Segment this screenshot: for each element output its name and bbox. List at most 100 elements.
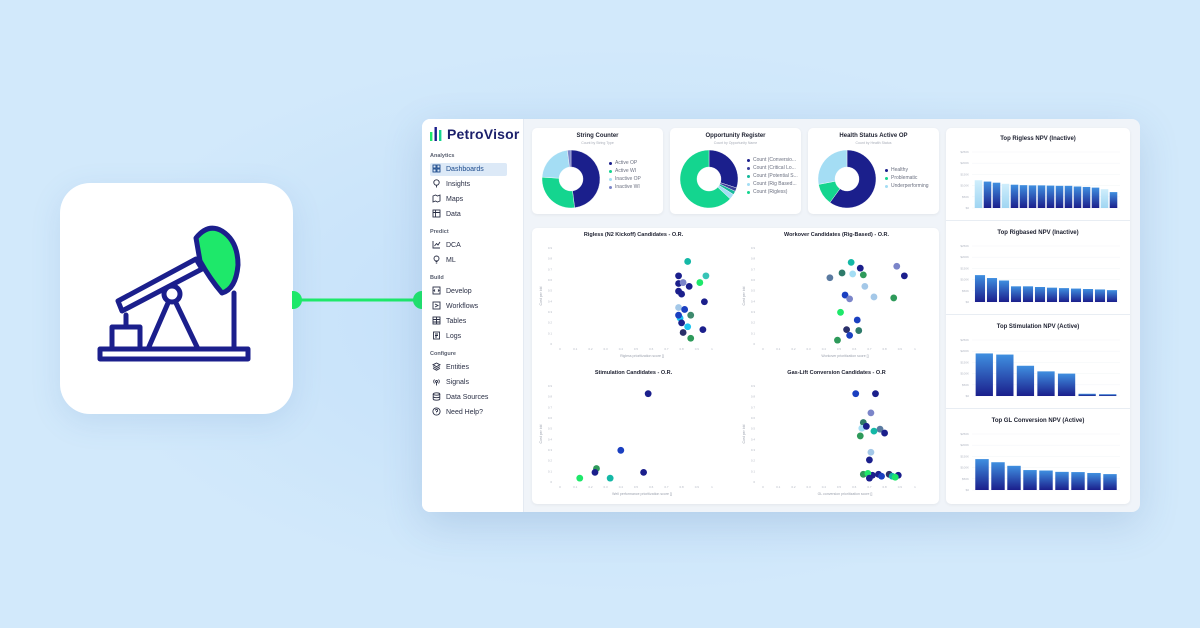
legend-item[interactable]: Count (Rig Based... xyxy=(747,180,798,188)
legend-item[interactable]: Count (Potential S... xyxy=(747,172,798,180)
scatter-point[interactable] xyxy=(891,473,899,481)
bar[interactable] xyxy=(1046,287,1058,302)
scatter-point[interactable] xyxy=(684,258,692,265)
scatter-point[interactable] xyxy=(862,422,870,430)
bar[interactable] xyxy=(1055,471,1069,490)
scatter-point[interactable] xyxy=(861,283,869,290)
donut-slice[interactable] xyxy=(708,149,739,189)
bar[interactable] xyxy=(1094,289,1106,302)
legend-item[interactable]: Healthy xyxy=(885,166,929,174)
bar[interactable] xyxy=(1010,286,1022,302)
bar[interactable] xyxy=(1070,288,1082,302)
legend-item[interactable]: Count (Critical Lo... xyxy=(747,164,798,172)
scatter-point[interactable] xyxy=(675,311,682,319)
donut-slice[interactable] xyxy=(541,150,570,179)
scatter-point[interactable] xyxy=(872,390,879,398)
sidebar-item-tables[interactable]: Tables xyxy=(430,315,507,328)
bar[interactable] xyxy=(1091,187,1100,208)
legend-item[interactable]: Problematic xyxy=(885,174,929,182)
legend-item[interactable]: Count (Conversio... xyxy=(747,156,798,164)
scatter-point[interactable] xyxy=(878,472,885,480)
scatter-point[interactable] xyxy=(644,390,652,398)
scatter-point[interactable] xyxy=(867,448,875,456)
scatter-point[interactable] xyxy=(684,323,692,331)
legend-item[interactable]: Active WI xyxy=(609,167,641,175)
scatter-point[interactable] xyxy=(846,295,854,303)
bar[interactable] xyxy=(996,354,1014,396)
scatter-point[interactable] xyxy=(843,326,850,333)
scatter-point[interactable] xyxy=(852,390,860,398)
bar[interactable] xyxy=(1100,189,1109,208)
scatter-point[interactable] xyxy=(617,446,625,454)
bar[interactable] xyxy=(983,181,992,208)
sidebar-item-dashboards[interactable]: Dashboards xyxy=(430,163,507,176)
bar[interactable] xyxy=(1023,470,1037,490)
bar[interactable] xyxy=(1109,192,1118,208)
scatter-point[interactable] xyxy=(640,469,647,476)
bar[interactable] xyxy=(974,180,983,208)
donut-slice[interactable] xyxy=(570,149,601,208)
legend-item[interactable]: Count (Rigless) xyxy=(747,188,798,196)
bar[interactable] xyxy=(1057,373,1076,396)
scatter-point[interactable] xyxy=(856,432,864,440)
bar[interactable] xyxy=(1007,465,1021,490)
sidebar-item-entities[interactable]: Entities xyxy=(430,361,507,374)
scatter-point[interactable] xyxy=(687,334,695,342)
scatter-point[interactable] xyxy=(826,274,834,282)
scatter-point[interactable] xyxy=(870,293,878,301)
scatter-point[interactable] xyxy=(834,336,841,344)
bar[interactable] xyxy=(1099,394,1117,396)
scatter-point[interactable] xyxy=(685,283,693,290)
bar[interactable] xyxy=(1037,185,1046,208)
donut-slice[interactable] xyxy=(817,149,848,185)
scatter-point[interactable] xyxy=(702,272,710,280)
bar[interactable] xyxy=(1103,474,1117,490)
bar[interactable] xyxy=(1106,290,1118,302)
scatter-point[interactable] xyxy=(678,290,685,298)
scatter-point[interactable] xyxy=(870,427,878,435)
scatter-point[interactable] xyxy=(675,272,682,280)
sidebar-item-data[interactable]: Data xyxy=(430,208,507,221)
donut-slice[interactable] xyxy=(829,149,877,209)
scatter-point[interactable] xyxy=(696,279,704,286)
scatter-point[interactable] xyxy=(876,425,884,433)
scatter-point[interactable] xyxy=(679,329,687,336)
scatter-point[interactable] xyxy=(591,469,599,476)
scatter-point[interactable] xyxy=(893,262,901,270)
bar[interactable] xyxy=(1046,185,1055,208)
bar[interactable] xyxy=(992,182,1001,208)
bar[interactable] xyxy=(1064,185,1073,208)
bar[interactable] xyxy=(1087,472,1101,490)
sidebar-item-data-sources[interactable]: Data Sources xyxy=(430,391,507,404)
bar[interactable] xyxy=(974,275,986,302)
bar[interactable] xyxy=(991,462,1005,490)
scatter-point[interactable] xyxy=(853,316,861,324)
sidebar-item-insights[interactable]: Insights xyxy=(430,178,507,191)
scatter-point[interactable] xyxy=(900,272,908,280)
bar[interactable] xyxy=(1001,183,1010,208)
scatter-point[interactable] xyxy=(678,319,685,327)
donut-slice[interactable] xyxy=(541,176,575,209)
scatter-point[interactable] xyxy=(679,279,687,286)
bar[interactable] xyxy=(1078,393,1096,396)
scatter-point[interactable] xyxy=(867,409,875,417)
sidebar-item-dca[interactable]: DCA xyxy=(430,239,507,252)
sidebar-item-workflows[interactable]: Workflows xyxy=(430,300,507,313)
bar[interactable] xyxy=(975,353,993,396)
sidebar-item-develop[interactable]: Develop xyxy=(430,285,507,298)
bar[interactable] xyxy=(1073,186,1082,208)
bar[interactable] xyxy=(1071,472,1085,490)
bar[interactable] xyxy=(1055,185,1064,208)
scatter-point[interactable] xyxy=(681,306,689,313)
scatter-point[interactable] xyxy=(675,304,682,311)
legend-item[interactable]: Active OP xyxy=(609,159,641,167)
scatter-point[interactable] xyxy=(606,474,614,482)
bar[interactable] xyxy=(1058,288,1070,302)
scatter-point[interactable] xyxy=(846,331,854,339)
donut-slice[interactable] xyxy=(567,149,572,168)
scatter-point[interactable] xyxy=(881,429,888,437)
scatter-point[interactable] xyxy=(841,291,849,299)
bar[interactable] xyxy=(1039,470,1053,490)
bar[interactable] xyxy=(975,459,989,490)
sidebar-item-need-help[interactable]: Need Help? xyxy=(430,406,507,419)
